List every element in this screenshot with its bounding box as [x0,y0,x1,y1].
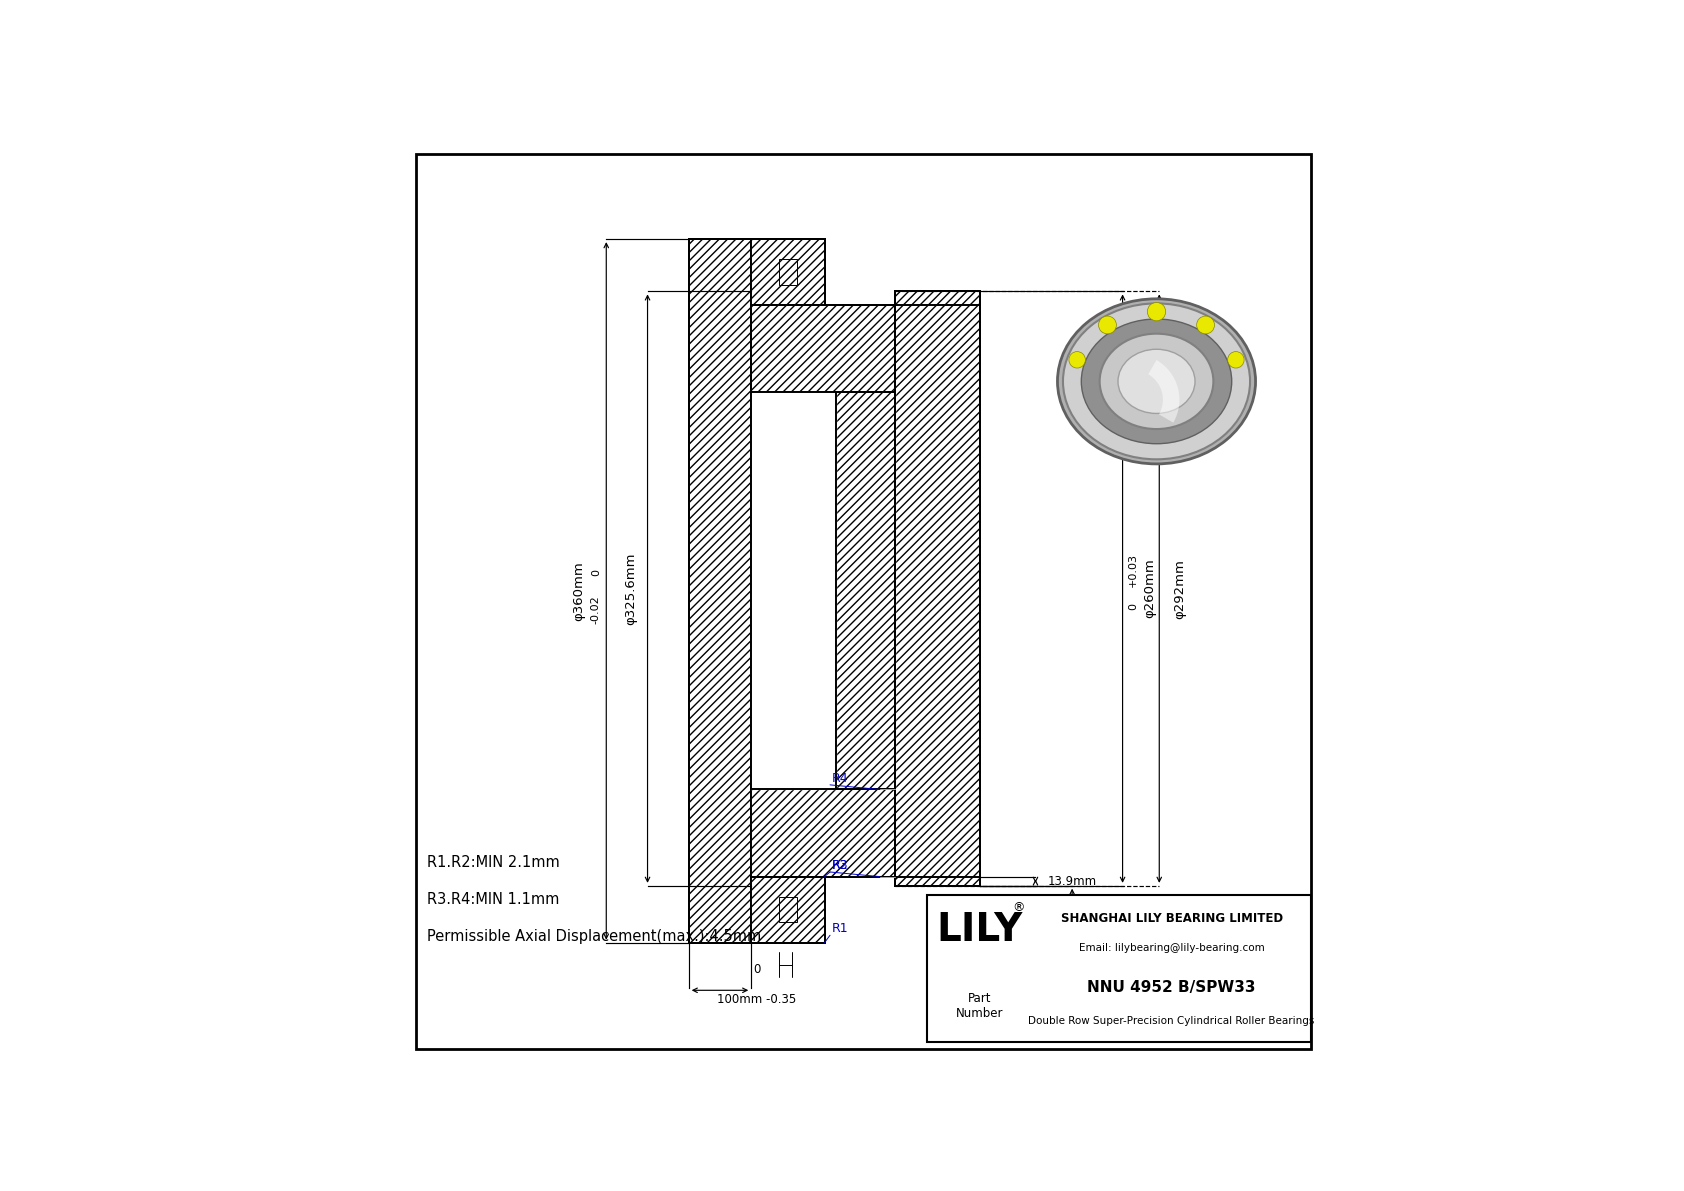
Circle shape [1228,351,1244,368]
Text: 0: 0 [753,962,761,975]
Ellipse shape [1118,349,1196,413]
Ellipse shape [1100,333,1214,429]
Text: R3.R4:MIN 1.1mm: R3.R4:MIN 1.1mm [428,892,559,908]
Text: R1.R2:MIN 2.1mm: R1.R2:MIN 2.1mm [428,855,561,871]
Polygon shape [689,239,751,942]
Text: 100mm -0.35: 100mm -0.35 [717,993,797,1006]
Bar [928,894,1310,1042]
Text: Part
Number: Part Number [957,992,1004,1021]
Text: φ325.6mm: φ325.6mm [625,553,638,625]
Polygon shape [751,305,896,392]
Text: φ360mm: φ360mm [573,561,586,621]
Polygon shape [751,790,896,877]
Text: NNU 4952 B/SPW33: NNU 4952 B/SPW33 [1088,980,1256,994]
Circle shape [1098,316,1116,333]
Circle shape [1069,351,1086,368]
Polygon shape [896,292,980,305]
Ellipse shape [1058,299,1256,463]
Text: 3mm: 3mm [1083,908,1113,921]
Polygon shape [896,877,980,886]
Circle shape [1197,316,1214,333]
Polygon shape [751,239,825,305]
Polygon shape [751,392,835,790]
Text: ®: ® [1012,900,1026,913]
Text: +0.03: +0.03 [1128,554,1138,587]
Text: R3: R3 [832,859,849,872]
Text: φ260mm: φ260mm [1143,559,1157,618]
Wedge shape [1148,360,1179,423]
Text: SHANGHAI LILY BEARING LIMITED: SHANGHAI LILY BEARING LIMITED [1061,912,1283,925]
Polygon shape [778,260,797,285]
Polygon shape [778,897,797,922]
Text: 13.9mm: 13.9mm [1047,874,1096,887]
Ellipse shape [1081,319,1231,444]
Text: Email: lilybearing@lily-bearing.com: Email: lilybearing@lily-bearing.com [1079,943,1265,953]
Text: Double Row Super-Precision Cylindrical Roller Bearings: Double Row Super-Precision Cylindrical R… [1029,1016,1315,1027]
Text: R2: R2 [832,859,849,872]
Polygon shape [835,392,896,790]
Text: -0.02: -0.02 [591,594,601,624]
Text: R4: R4 [832,772,849,785]
Text: φ292mm: φ292mm [1174,559,1186,618]
Circle shape [1147,303,1165,320]
Polygon shape [896,292,980,886]
Ellipse shape [1063,304,1250,460]
Text: Permissible Axial Displacement(max.):4.5mm: Permissible Axial Displacement(max.):4.5… [428,929,761,943]
Polygon shape [751,877,825,942]
Text: LILY: LILY [936,911,1024,949]
Text: R1: R1 [832,922,849,935]
Text: 0: 0 [591,569,601,576]
Text: 0: 0 [1128,604,1138,611]
